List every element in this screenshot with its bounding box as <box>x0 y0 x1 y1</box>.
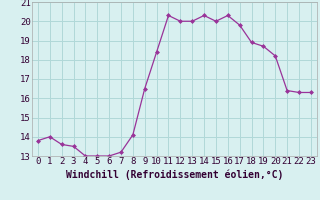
X-axis label: Windchill (Refroidissement éolien,°C): Windchill (Refroidissement éolien,°C) <box>66 169 283 180</box>
